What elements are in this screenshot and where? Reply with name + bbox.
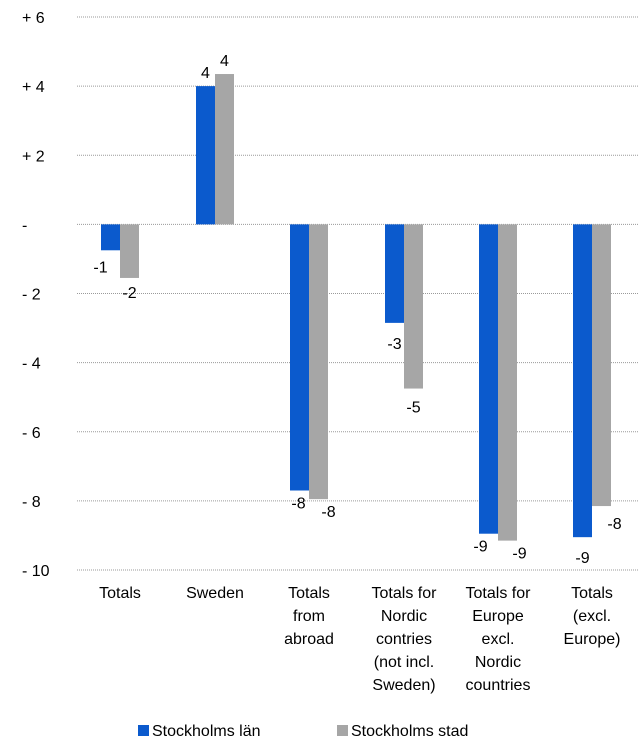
x-category-label: contries	[376, 631, 432, 648]
bar-stockholms-stad-0	[120, 224, 139, 278]
data-label: -5	[406, 400, 420, 417]
data-label: -9	[512, 546, 526, 563]
x-category-label: Nordic	[381, 608, 427, 625]
x-category-label: from	[293, 608, 325, 625]
y-tick-label: -	[22, 217, 27, 234]
x-category-label: Totals for	[372, 585, 438, 602]
data-label: -8	[607, 516, 621, 533]
x-category-label: countries	[466, 677, 531, 694]
bar-stockholms-lan-1	[196, 86, 215, 224]
y-tick-label: + 2	[22, 148, 45, 165]
y-tick-label: + 6	[22, 10, 45, 27]
y-tick-label: - 8	[22, 494, 41, 511]
data-label: -8	[321, 504, 335, 521]
y-tick-label: + 4	[22, 79, 45, 96]
data-label: -8	[291, 496, 305, 513]
x-axis-category-labels: Totals Sweden Totals from abroad Totals for No…	[99, 585, 620, 694]
x-category-label: abroad	[284, 631, 334, 648]
y-tick-label: - 4	[22, 356, 41, 373]
x-category-label: Europe	[472, 608, 524, 625]
bars	[101, 74, 611, 541]
bar-stockholms-stad-4	[498, 224, 517, 540]
data-label: -3	[387, 336, 401, 353]
x-category-label: excl.	[482, 631, 515, 648]
legend-label: Stockholms stad	[351, 723, 468, 740]
legend-label: Stockholms län	[152, 723, 261, 740]
bar-stockholms-lan-5	[573, 224, 592, 537]
legend: Stockholms län Stockholms stad	[138, 723, 468, 740]
bar-stockholms-lan-4	[479, 224, 498, 533]
x-category-label: Sweden	[186, 585, 244, 602]
gridlines	[77, 17, 639, 570]
y-tick-label: - 6	[22, 425, 41, 442]
data-label: -1	[93, 259, 107, 276]
bar-stockholms-stad-1	[215, 74, 234, 224]
bar-stockholms-stad-2	[309, 224, 328, 499]
x-category-label: (excl.	[573, 608, 611, 625]
data-label: -9	[575, 550, 589, 567]
x-category-label: (not incl.	[374, 654, 434, 671]
bar-stockholms-lan-3	[385, 224, 404, 323]
y-tick-label: - 10	[22, 563, 50, 580]
bar-stockholms-lan-0	[101, 224, 120, 250]
legend-swatch-stockholms-lan	[138, 725, 149, 736]
data-label: -2	[122, 285, 136, 302]
y-axis-tick-labels: + 6 + 4 + 2 - - 2 - 4 - 6 - 8 - 10	[22, 10, 50, 580]
y-tick-label: - 2	[22, 287, 41, 304]
x-category-label: Nordic	[475, 654, 521, 671]
data-label: -9	[473, 539, 487, 556]
bar-stockholms-lan-2	[290, 224, 309, 490]
data-label: 4	[220, 53, 229, 70]
x-category-label: Totals	[288, 585, 330, 602]
data-labels: -1 4 -8 -3 -9 -9 -2 4 -8 -5 -9 -8	[93, 53, 621, 567]
x-category-label: Europe)	[564, 631, 621, 648]
x-category-label: Totals	[99, 585, 141, 602]
x-category-label: Totals for	[466, 585, 532, 602]
legend-swatch-stockholms-stad	[337, 725, 348, 736]
data-label: 4	[201, 65, 210, 82]
bar-stockholms-stad-3	[404, 224, 423, 388]
x-category-label: Sweden)	[372, 677, 435, 694]
bar-stockholms-stad-5	[592, 224, 611, 506]
x-category-label: Totals	[571, 585, 613, 602]
